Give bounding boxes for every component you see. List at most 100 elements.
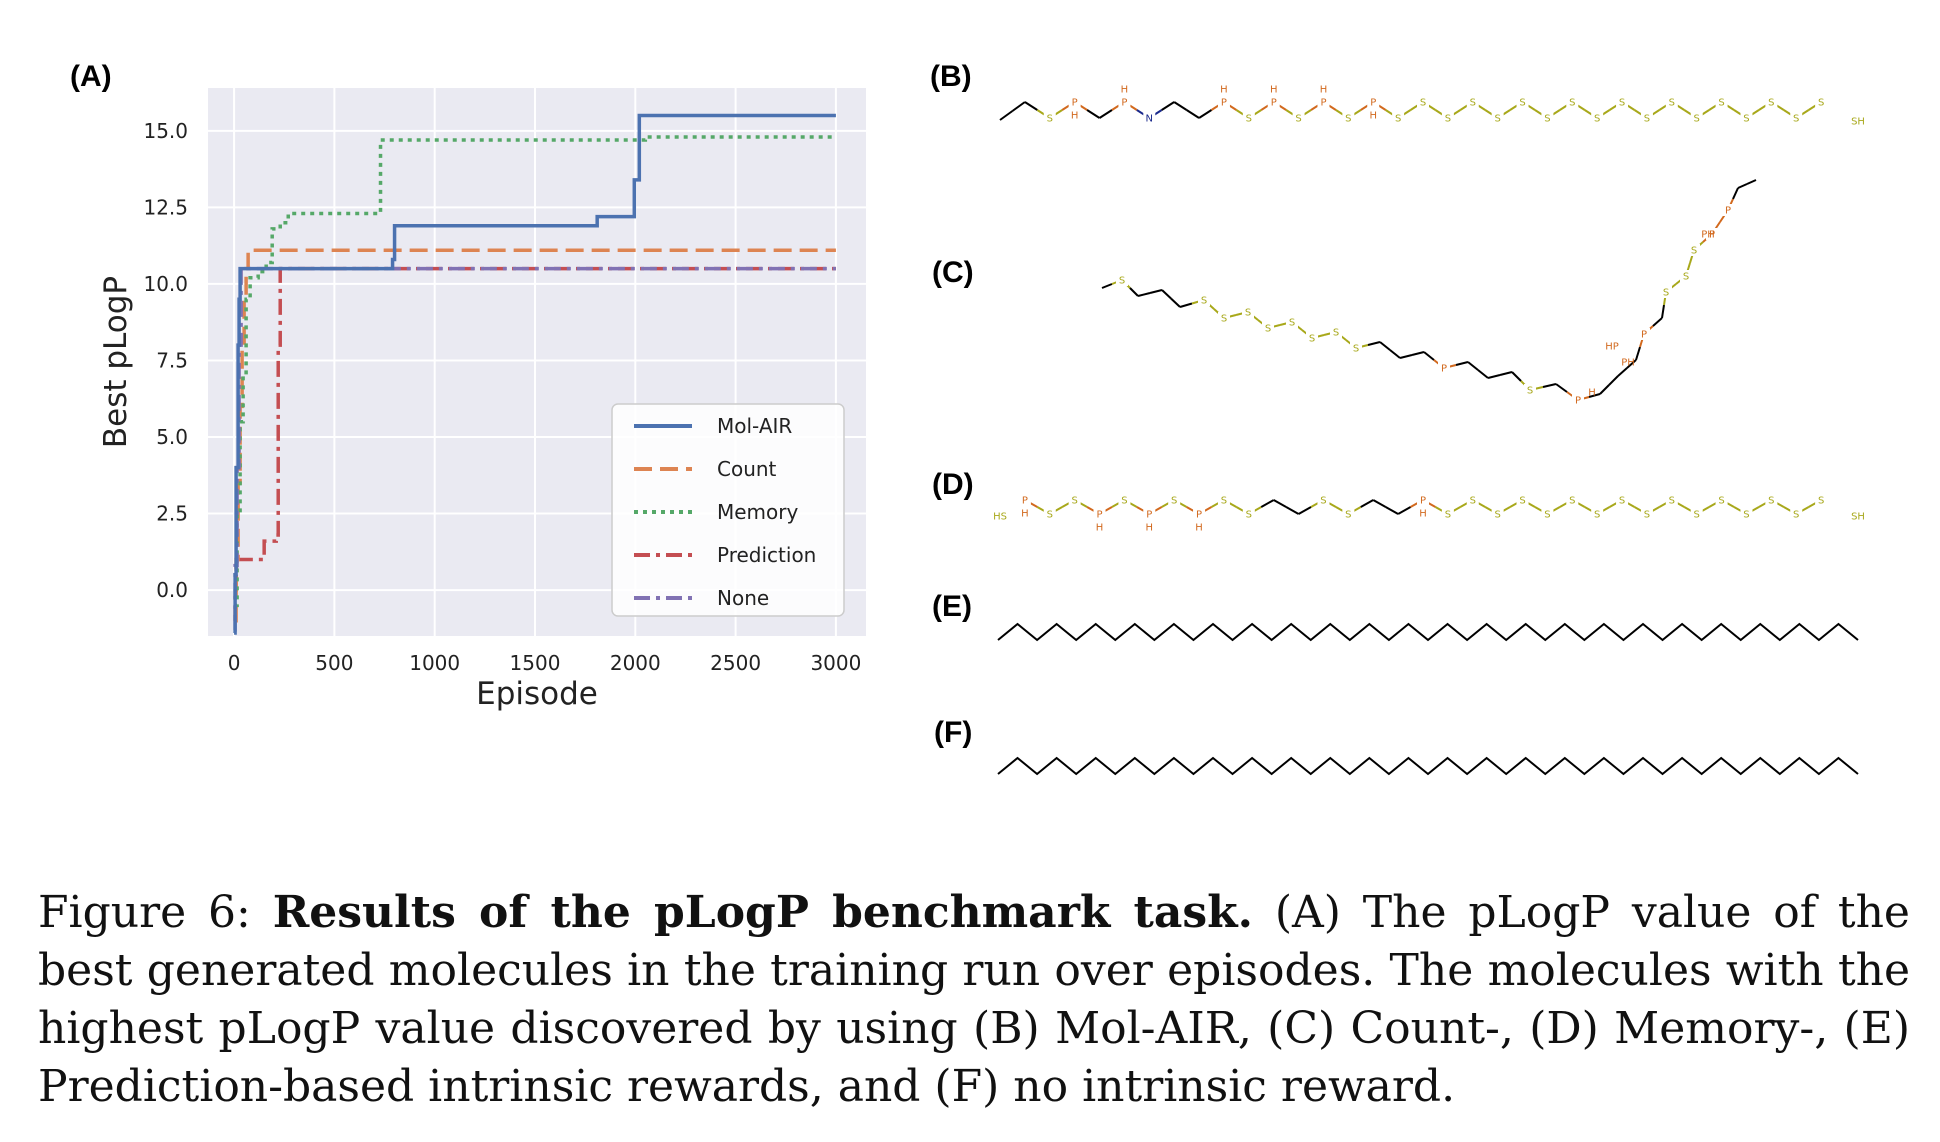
molecule-b-atom-bg xyxy=(1417,96,1429,108)
molecule-b-atom: S xyxy=(1818,98,1824,109)
molecule-c-bond xyxy=(1588,393,1601,398)
molecule-c-atom-bg xyxy=(1262,322,1274,334)
molecule-c-bond xyxy=(1599,384,1610,395)
molecule-d-bond xyxy=(1534,506,1548,515)
molecule-b-bond xyxy=(1534,109,1548,119)
molecule-c-bond xyxy=(1111,279,1123,285)
molecule-c-atom-bg xyxy=(1116,274,1128,286)
molecule-c-atom: S xyxy=(1245,308,1251,319)
molecule-b-bond xyxy=(1223,101,1237,111)
molecule-c-atom-ph: PH xyxy=(1621,358,1635,369)
molecule-d-bond xyxy=(1111,499,1125,508)
molecule-d-bond xyxy=(1161,499,1175,508)
molecule-f-chain xyxy=(997,756,1859,776)
molecule-d-bond xyxy=(1795,506,1810,515)
molecule-d-bond xyxy=(1335,506,1349,515)
molecule-d-atom: S xyxy=(1047,510,1053,521)
molecule-c-bond xyxy=(1323,331,1337,336)
molecule-c-bond xyxy=(1267,324,1281,329)
molecule-d-atom-bg xyxy=(1591,508,1604,520)
molecule-b-bond xyxy=(1397,109,1412,119)
molecule-b-atom-bg xyxy=(1491,112,1504,124)
molecule-c-bond xyxy=(1639,333,1645,348)
molecule-d-bond xyxy=(1472,499,1486,508)
molecule-c-bond xyxy=(1179,302,1193,308)
molecule-c-bond xyxy=(1223,314,1237,319)
molecule-d-atom-sh: SH xyxy=(1851,512,1865,523)
molecule-c-atom-bg xyxy=(1688,244,1700,256)
molecule-b-atom: S xyxy=(1644,114,1650,125)
molecule-b-bond xyxy=(1049,109,1063,119)
molecule-b-atom-h: H xyxy=(1369,111,1377,122)
molecule-b-bond xyxy=(1198,109,1213,119)
molecule-c-bond xyxy=(1693,241,1704,251)
molecule-b-bond xyxy=(1260,101,1275,111)
molecule-d-bond xyxy=(1546,506,1561,515)
molecule-c-atom-bg xyxy=(1706,228,1718,240)
molecule-b-atom-bg xyxy=(1740,112,1753,124)
molecule-b-bond xyxy=(1061,101,1076,111)
molecule-d-atom-h: H xyxy=(1146,523,1154,534)
molecule-d-atom: P xyxy=(1022,496,1028,507)
molecule-b-atom: S xyxy=(1718,98,1724,109)
molecule-d-bond xyxy=(1186,506,1200,515)
molecule-b-bond xyxy=(1447,109,1461,119)
molecule-b-bond xyxy=(1758,101,1772,111)
molecule-c-atom: P xyxy=(1709,230,1715,241)
molecule-d-bond xyxy=(1721,499,1735,508)
molecule-c-bond xyxy=(1555,383,1568,393)
molecule-b-atom-bg xyxy=(1715,96,1728,108)
molecule-b-atom-bg xyxy=(1541,112,1554,124)
molecule-d-atom: S xyxy=(1246,510,1252,521)
molecule-c-bond xyxy=(1643,325,1654,335)
molecule-d-atom: S xyxy=(1445,510,1451,521)
molecule-b-bond xyxy=(1186,109,1200,119)
molecule-b-atom-h: H xyxy=(1071,111,1079,122)
molecule-b-bond xyxy=(1745,109,1760,119)
molecule-d-atom: S xyxy=(1071,496,1077,507)
legend-label-1: Count xyxy=(717,457,777,481)
molecule-b-atom: S xyxy=(1246,114,1252,125)
molecule-d-bond xyxy=(1036,506,1051,515)
molecule-d-bond xyxy=(1223,499,1237,508)
molecule-d-bond xyxy=(1285,506,1300,515)
molecule-c-atom: P xyxy=(1575,396,1581,407)
molecule-d-atom: S xyxy=(1121,496,1127,507)
molecule-d-atom-bg xyxy=(1491,508,1504,520)
molecule-b-atom: S xyxy=(1619,98,1625,109)
molecule-d-bond xyxy=(1372,499,1387,508)
molecule-d-atom-bg xyxy=(1790,508,1803,520)
molecule-b-bond xyxy=(1024,101,1038,111)
figure-caption: Figure 6: Results of the pLogP benchmark… xyxy=(38,884,1910,1116)
molecule-b-bond xyxy=(1683,109,1698,119)
molecule-b-atom-bg xyxy=(1118,96,1131,108)
molecule-b-bond xyxy=(1298,109,1312,119)
molecule-d-bond xyxy=(1770,499,1785,508)
molecule-c-atom: S xyxy=(1333,328,1339,339)
panel-label-c: (C) xyxy=(932,256,974,289)
molecule-d-bond xyxy=(1024,499,1038,508)
molecule-b-atom-h: H xyxy=(1220,85,1228,96)
molecule-d-atom-bg xyxy=(1342,508,1355,520)
molecule-b-bond xyxy=(1136,109,1150,119)
molecule-b-atom: S xyxy=(1494,114,1500,125)
molecule-c-bond xyxy=(1702,233,1713,243)
molecule-c-bond xyxy=(1685,262,1691,277)
molecule-b-bond xyxy=(1472,101,1486,111)
molecule-c-bond xyxy=(1257,319,1269,329)
molecule-c-atom-bg xyxy=(1680,270,1692,282)
molecule-d-atom-bg xyxy=(1665,494,1678,506)
molecule-b-bond xyxy=(1708,101,1723,111)
molecule-c-bond xyxy=(1423,351,1435,361)
molecule-c-atom: S xyxy=(1119,276,1125,287)
y-tick-label-0: 0.0 xyxy=(156,578,188,602)
molecule-b-bond xyxy=(1011,101,1026,112)
legend-box xyxy=(611,403,845,617)
molecule-d-bond xyxy=(1571,499,1586,508)
panel-label-e: (E) xyxy=(932,590,972,623)
molecule-c-bond xyxy=(1411,351,1425,356)
molecule-d-atom: S xyxy=(1470,496,1476,507)
molecule-b-bond xyxy=(1783,109,1797,119)
molecule-b-bond xyxy=(1285,109,1300,119)
molecule-b-bond xyxy=(1646,109,1660,119)
